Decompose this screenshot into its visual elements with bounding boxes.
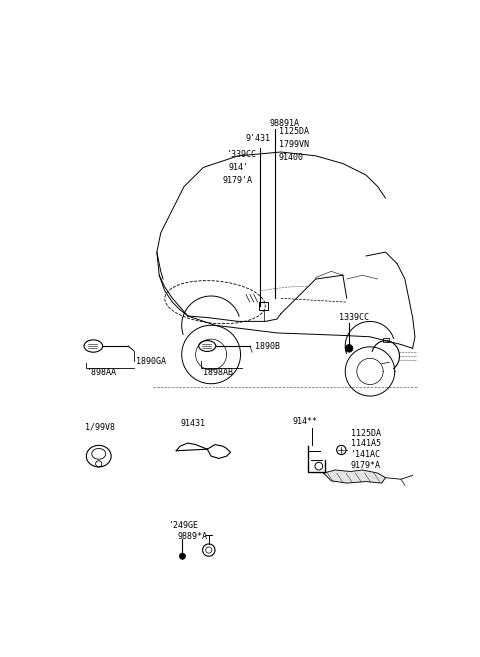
Text: 1125DA: 1125DA — [278, 127, 309, 136]
Text: 1799VN: 1799VN — [278, 140, 309, 148]
Bar — [383, 338, 389, 342]
Text: 91400: 91400 — [278, 153, 303, 162]
Text: 9179*A: 9179*A — [350, 461, 381, 470]
Circle shape — [345, 344, 353, 352]
Text: 914': 914' — [229, 163, 249, 172]
Text: '249GE: '249GE — [168, 521, 199, 530]
Text: '898AA: '898AA — [87, 369, 117, 378]
Text: 9'431: 9'431 — [246, 135, 271, 143]
Text: '141AC: '141AC — [350, 450, 381, 459]
Text: 9179'A: 9179'A — [223, 176, 253, 185]
Circle shape — [180, 553, 186, 559]
Text: 9889*A: 9889*A — [178, 532, 208, 541]
Text: 1125DA: 1125DA — [350, 428, 381, 438]
Text: 1890B: 1890B — [255, 342, 280, 351]
Text: '339CC: '339CC — [227, 150, 257, 159]
Text: 1339CC: 1339CC — [339, 313, 369, 322]
Polygon shape — [324, 470, 385, 483]
Text: 91431: 91431 — [180, 419, 205, 428]
Text: 914**: 914** — [292, 417, 317, 426]
Text: 1/99V8: 1/99V8 — [85, 422, 115, 432]
Text: 1890GA: 1890GA — [136, 357, 166, 366]
Bar — [259, 302, 268, 310]
Text: 1898AB: 1898AB — [203, 369, 233, 378]
Text: 98891A: 98891A — [269, 119, 299, 128]
Text: 1141A5: 1141A5 — [350, 440, 381, 448]
